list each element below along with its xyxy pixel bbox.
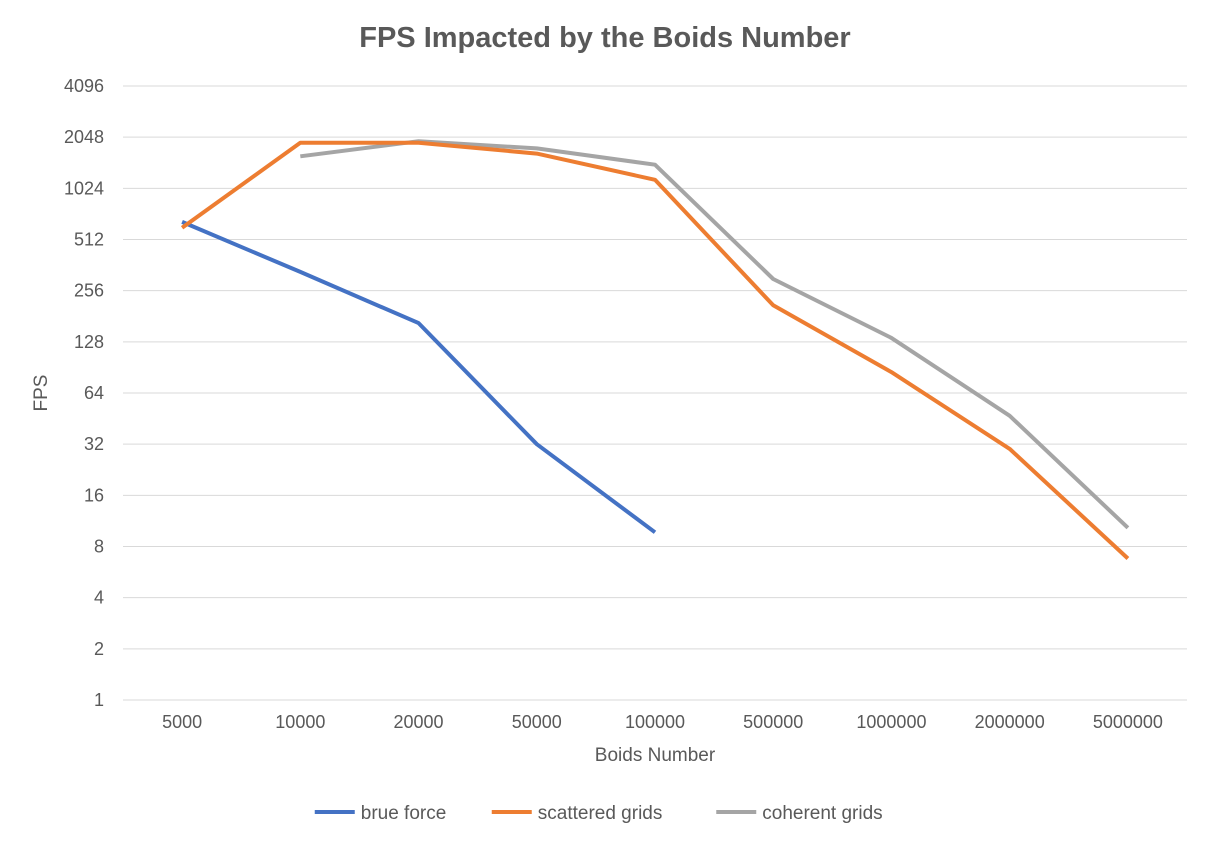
legend-label-scattered-grids: scattered grids	[538, 803, 663, 824]
y-tick-label-256: 256	[74, 281, 104, 301]
chart-title: FPS Impacted by the Boids Number	[359, 22, 850, 54]
series-line-coherent-grids	[300, 139, 1130, 530]
legend-label-brue-force: brue force	[361, 803, 447, 824]
x-tick-label-5000000: 5000000	[1093, 712, 1163, 732]
x-tick-label-10000: 10000	[275, 712, 325, 732]
y-tick-label-128: 128	[74, 332, 104, 352]
y-axis-ticks: 1 2 4 8 16 32 64 128 256 512 1024 2048 4096	[64, 76, 104, 710]
y-tick-label-64: 64	[84, 383, 104, 403]
y-tick-label-1: 1	[94, 690, 104, 710]
series-line-brue-force	[181, 220, 657, 534]
x-tick-label-20000: 20000	[394, 712, 444, 732]
legend-label-coherent-grids: coherent grids	[762, 803, 882, 824]
y-tick-label-8: 8	[94, 537, 104, 557]
y-axis-title: FPS	[31, 375, 52, 412]
x-tick-label-100000: 100000	[625, 712, 685, 732]
y-tick-label-2048: 2048	[64, 127, 104, 147]
y-tick-label-512: 512	[74, 230, 104, 250]
y-tick-label-2: 2	[94, 639, 104, 659]
y-tick-label-16: 16	[84, 485, 104, 505]
y-tick-label-4096: 4096	[64, 76, 104, 96]
x-tick-label-2000000: 2000000	[975, 712, 1045, 732]
gridlines	[123, 85, 1187, 701]
x-tick-label-500000: 500000	[743, 712, 803, 732]
x-tick-label-5000: 5000	[162, 712, 202, 732]
x-tick-label-50000: 50000	[512, 712, 562, 732]
legend: brue force scattered grids coherent grids	[314, 803, 883, 824]
x-axis-ticks: 5000 10000 20000 50000 100000 500000 1000000 20…	[162, 712, 1163, 732]
x-tick-label-1000000: 1000000	[856, 712, 926, 732]
y-tick-label-32: 32	[84, 434, 104, 454]
y-tick-label-4: 4	[94, 588, 104, 608]
x-axis-title: Boids Number	[595, 745, 716, 766]
series-line-scattered-grids	[180, 140, 1130, 560]
y-tick-label-1024: 1024	[64, 178, 104, 198]
series-lines	[180, 139, 1130, 560]
